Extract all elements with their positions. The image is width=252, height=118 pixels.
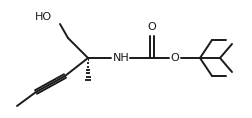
- Text: O: O: [148, 22, 156, 32]
- Text: HO: HO: [35, 12, 52, 22]
- Text: NH: NH: [113, 53, 129, 63]
- Text: O: O: [171, 53, 179, 63]
